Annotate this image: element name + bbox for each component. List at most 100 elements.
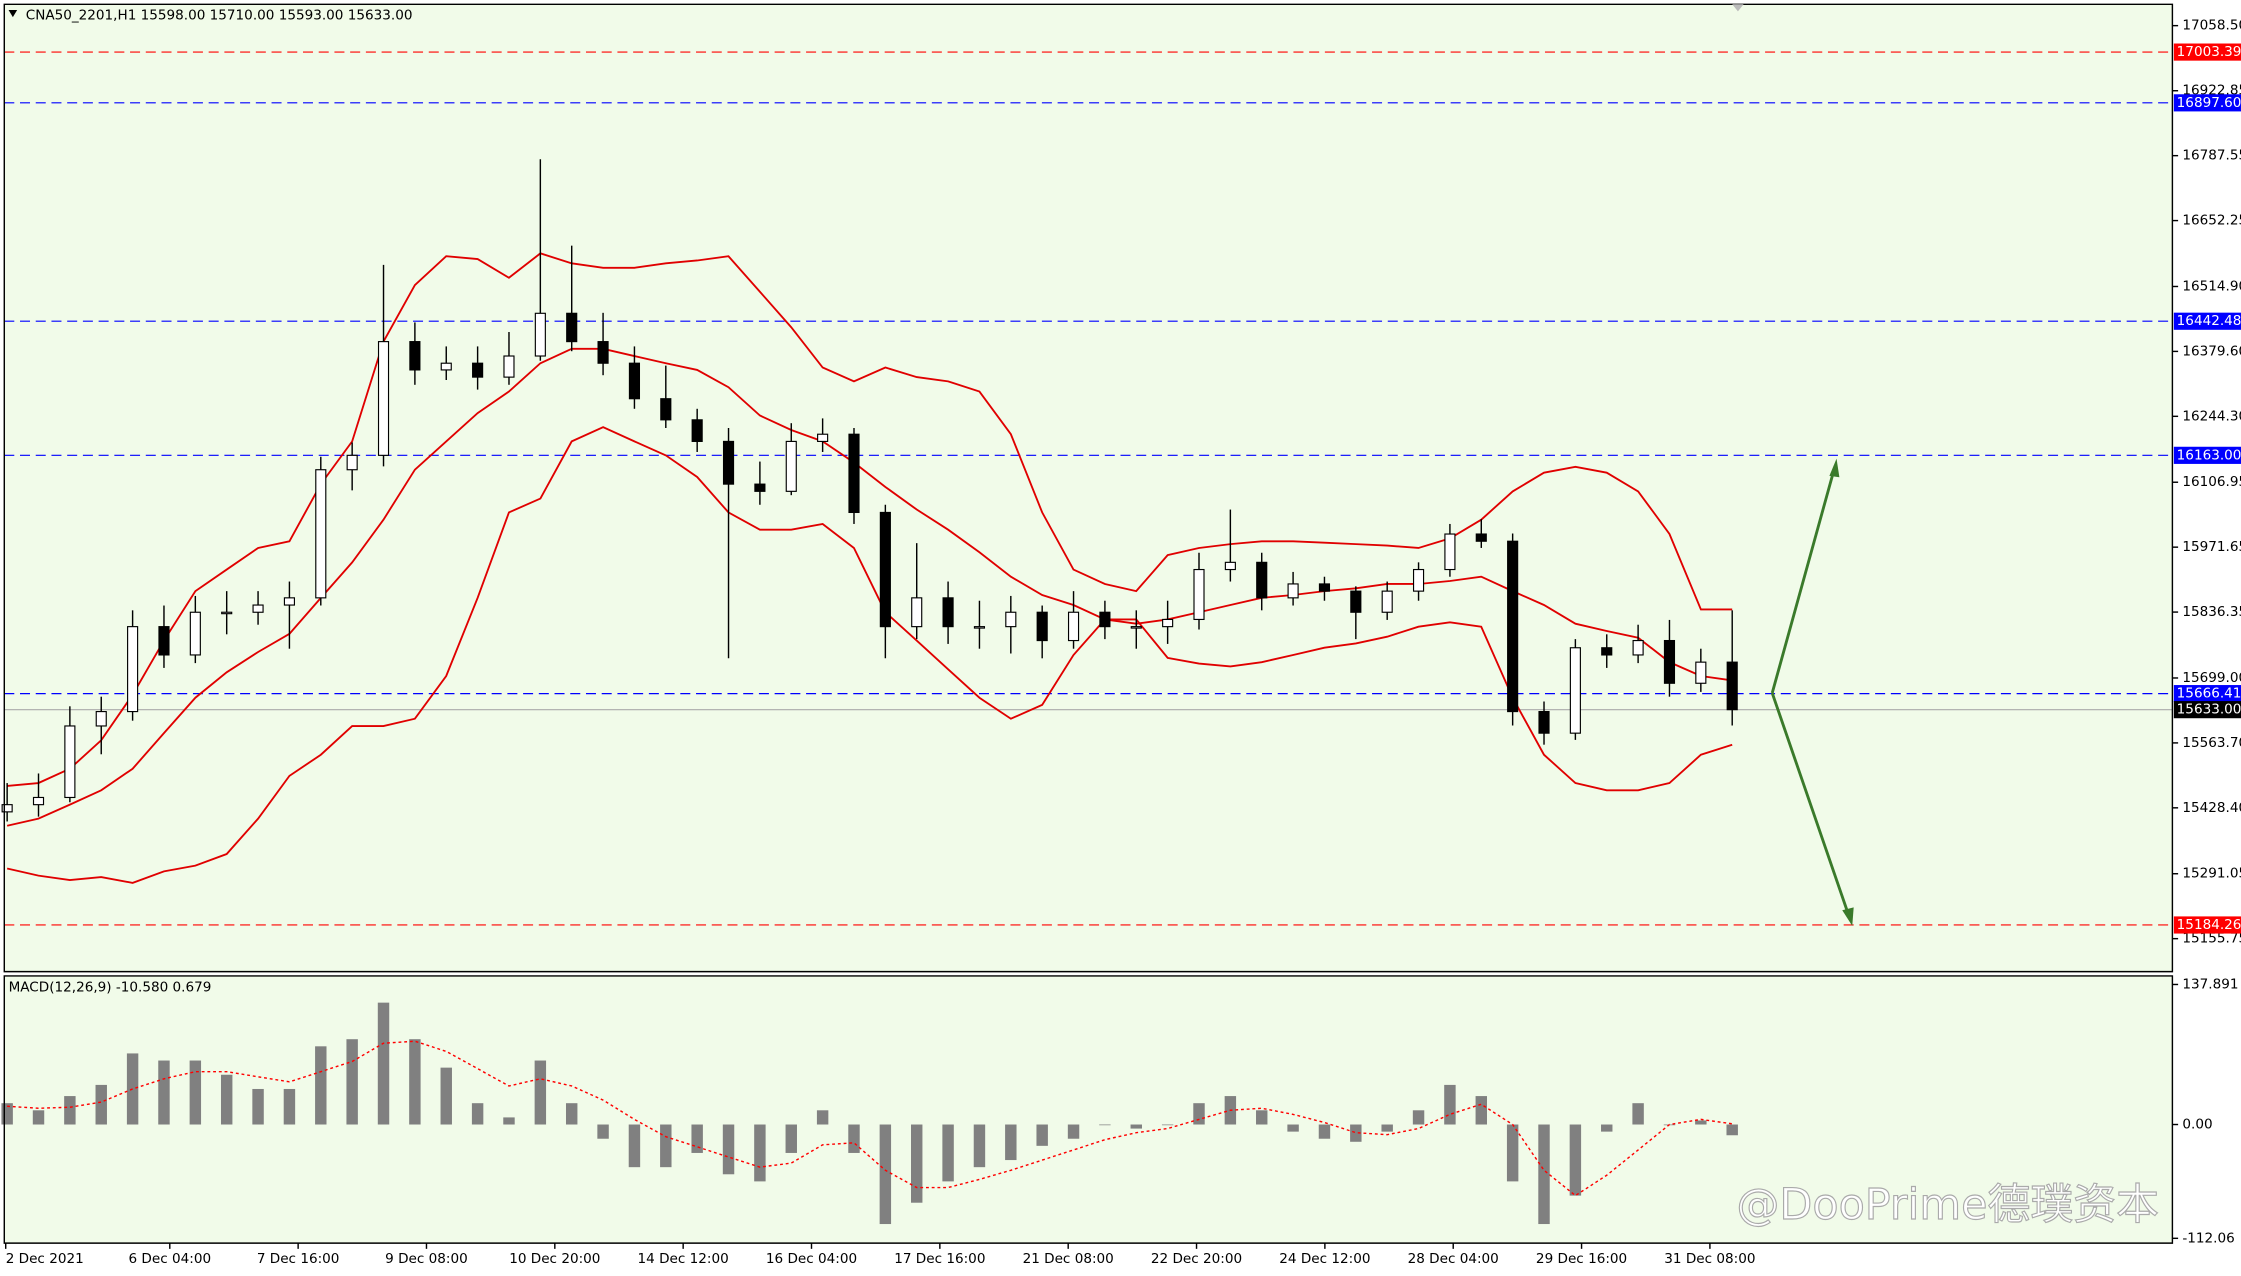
- macd-label: MACD(12,26,9) -10.580 0.679: [9, 979, 212, 995]
- candle-body: [1726, 661, 1738, 711]
- y-tick-label: 16787.55: [2182, 148, 2241, 164]
- candle-body: [158, 626, 170, 656]
- level-label: 16442.48: [2177, 313, 2241, 329]
- macd-bar: [1067, 1124, 1080, 1139]
- x-tick-label: 6 Dec 04:00: [128, 1251, 211, 1267]
- arrow-down: [1770, 692, 1851, 918]
- candle-body: [628, 362, 641, 400]
- macd-bar: [1695, 1120, 1707, 1125]
- macd-bar: [409, 1039, 421, 1125]
- x-tick-label: 10 Dec 20:00: [509, 1251, 600, 1267]
- candle-body: [503, 355, 515, 378]
- candle-body: [1287, 583, 1299, 599]
- macd-bar: [565, 1103, 578, 1125]
- x-tick-label: 31 Dec 08:00: [1664, 1251, 1755, 1267]
- macd-bar: [1601, 1124, 1613, 1132]
- y-tick-label: 16379.60: [2182, 343, 2241, 359]
- candle-body: [1036, 611, 1048, 642]
- candle-body: [597, 341, 609, 364]
- candle-body: [1, 804, 13, 813]
- macd-bar: [346, 1039, 358, 1125]
- macd-bar: [691, 1124, 703, 1153]
- candle-body: [1099, 611, 1111, 628]
- macd-bar: [158, 1060, 170, 1125]
- y-tick-label: 15699.00: [2182, 670, 2241, 686]
- bollinger-lower: [6, 426, 1733, 884]
- macd-bar: [252, 1088, 264, 1125]
- y-tick-label: 15155.75: [2182, 931, 2241, 947]
- macd-bar: [1569, 1124, 1582, 1196]
- macd-bar: [1287, 1124, 1299, 1132]
- macd-bar: [848, 1124, 860, 1153]
- candle-body: [1601, 647, 1613, 656]
- candle-body: [1632, 639, 1644, 656]
- macd-bar: [816, 1110, 829, 1125]
- candle-body: [1507, 540, 1519, 713]
- y-tick-label: 0.00: [2182, 1117, 2212, 1133]
- candle-body: [1067, 611, 1080, 642]
- macd-bar: [1099, 1124, 1111, 1126]
- macd-bar: [1005, 1124, 1017, 1161]
- candle-body: [1318, 583, 1331, 592]
- macd-bar: [1036, 1124, 1048, 1146]
- y-tick-label: 15291.05: [2182, 866, 2241, 882]
- candle-body: [189, 611, 201, 656]
- x-tick-label: 24 Dec 12:00: [1279, 1251, 1370, 1267]
- candle-body: [879, 511, 891, 628]
- y-tick-label: 15971.65: [2182, 539, 2241, 555]
- arrow-up: [1770, 465, 1837, 694]
- macd-bar: [973, 1124, 986, 1168]
- candle-body: [660, 398, 672, 421]
- macd-bar: [1412, 1110, 1425, 1125]
- macd-bar: [283, 1088, 296, 1125]
- macd-bar: [64, 1096, 76, 1125]
- candle-body: [346, 454, 358, 471]
- x-tick-label: 29 Dec 16:00: [1536, 1251, 1627, 1267]
- macd-bar: [189, 1060, 202, 1125]
- level-label: 15666.41: [2177, 686, 2241, 702]
- candle-body: [221, 611, 233, 615]
- macd-bar: [471, 1103, 484, 1125]
- macd-bar: [785, 1124, 797, 1153]
- candle-body: [1569, 647, 1581, 734]
- candle-body: [377, 341, 390, 456]
- candle-body: [409, 341, 421, 371]
- y-tick-label: 16106.95: [2182, 474, 2241, 490]
- macd-bar: [1318, 1124, 1331, 1139]
- candle-body: [1663, 639, 1676, 684]
- macd-bar: [377, 1002, 390, 1125]
- candle-body: [566, 312, 578, 343]
- macd-bar: [628, 1124, 641, 1168]
- level-label: 16897.60: [2177, 95, 2241, 111]
- candle-body: [942, 597, 954, 628]
- candle-body: [817, 433, 829, 442]
- candle-body: [1412, 568, 1425, 592]
- chart-title: CNA50_2201,H1 15598.00 15710.00 15593.00…: [26, 8, 413, 24]
- arrow-head: [1842, 907, 1854, 926]
- y-tick-label: 15428.40: [2182, 800, 2241, 816]
- macd-bar: [911, 1124, 923, 1203]
- macd-bar: [1632, 1103, 1644, 1125]
- x-tick-label: 9 Dec 08:00: [385, 1251, 468, 1267]
- candle-body: [785, 440, 797, 492]
- x-tick-label: 16 Dec 04:00: [766, 1251, 857, 1267]
- candle-body: [754, 483, 766, 492]
- level-label-box: [2173, 312, 2241, 330]
- y-tick-label: 16652.25: [2182, 213, 2241, 229]
- level-label: 17003.39: [2177, 44, 2241, 60]
- level-label-box: [2173, 701, 2241, 719]
- level-label-box: [2173, 446, 2241, 464]
- candle-body: [127, 626, 139, 713]
- candle-body: [1256, 561, 1268, 599]
- x-tick-label: 21 Dec 08:00: [1023, 1251, 1114, 1267]
- macd-bar: [220, 1074, 233, 1125]
- macd-bar: [1538, 1124, 1550, 1225]
- candle-body: [283, 597, 296, 606]
- candle-body: [1695, 661, 1707, 684]
- candle-body: [911, 597, 923, 628]
- shift-marker: [1732, 4, 1744, 12]
- level-label: 15633.00: [2177, 702, 2241, 718]
- macd-bar: [315, 1046, 327, 1125]
- y-tick-label: 17058.50: [2182, 18, 2241, 34]
- plot-layer: 17058.5016922.8516787.5516652.2516514.90…: [1, 18, 2241, 1267]
